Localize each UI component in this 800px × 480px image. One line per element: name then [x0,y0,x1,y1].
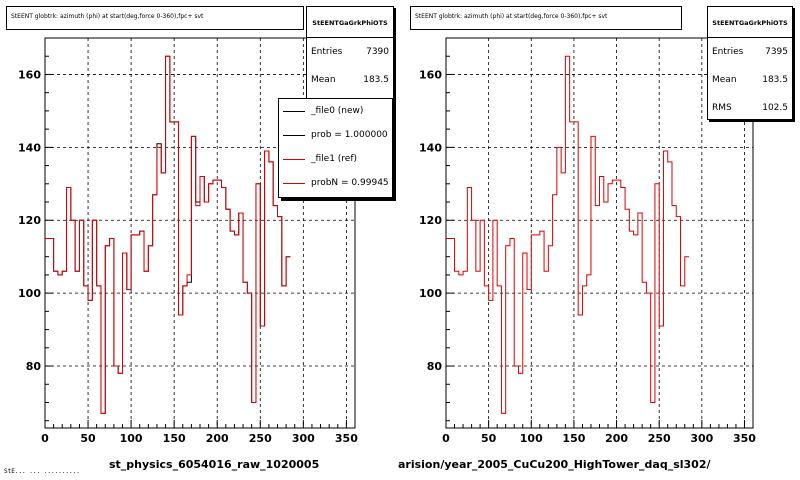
legend-label: prob = 1.000000 [311,130,388,140]
right-stats-box: StEENTGaGrkPhiOTS Entries 7395 Mean 183.… [707,6,793,120]
legend-swatch [283,182,305,184]
y-tick-label: 80 [427,360,443,373]
left-legend: _file0 (new) prob = 1.000000 _file1 (ref… [278,98,393,198]
right-stats-value: 7395 [765,47,788,57]
legend-swatch [283,158,305,160]
left-stats-value: 7390 [366,47,389,57]
x-tick-label: 250 [249,432,272,445]
y-tick-label: 80 [26,360,42,373]
y-tick-label: 140 [419,141,442,154]
right-stats-value: 102.5 [762,103,788,113]
series-line [45,55,291,414]
y-tick-label: 120 [419,214,442,227]
right-pad: 0 50 100 150 200 250 300 350 80 100 120 140 160 StEE… [398,0,800,480]
legend-entry-prob: prob = 1.000000 [279,123,392,147]
x-tick-label: 50 [481,432,497,445]
right-stats-name: StEENTGaGrkPhiOTS [708,7,792,38]
left-pad: 0 50 100 150 200 250 300 350 80 100 120 140 160 StEE… [4,6,394,475]
y-tick-label: 140 [18,141,41,154]
legend-swatch [283,134,305,136]
legend-swatch [283,110,305,112]
x-tick-label: 100 [520,432,543,445]
left-stats-name: StEENTGaGrkPhiOTS [307,7,393,38]
left-hist-title: StEENT globtrk: azimuth (phi) at start(d… [6,6,304,30]
x-tick-label: 250 [648,432,671,445]
series-line [446,55,690,414]
x-tick-label: 100 [120,432,143,445]
right-hist-title: StEENT globtrk: azimuth (phi) at start(d… [410,6,682,30]
x-tick-label: 300 [292,432,315,445]
y-tick-label: 160 [419,68,442,81]
right-stats-row-entries: Entries 7395 [708,38,792,66]
y-tick-label: 120 [18,214,41,227]
left-x-axis-title: st_physics_6054016_raw_1020005 [109,458,320,471]
right-x-axis-title: arision/year_2005_CuCu200_HighTower_daq_… [398,458,711,471]
right-stats-label: Entries [712,47,744,57]
y-tick-label: 160 [18,68,41,81]
x-tick-label: 300 [690,432,713,445]
left-stats-row-entries: Entries 7390 [307,38,393,66]
x-tick-label: 0 [41,432,49,445]
right-stats-row-rms: RMS 102.5 [708,94,792,122]
right-stats-label: Mean [712,75,737,85]
y-tick-label: 100 [419,287,442,300]
right-histogram-plot: 0 50 100 150 200 250 300 350 80 100 120 140 160 [419,37,756,445]
left-stats-label: Mean [311,75,336,85]
legend-label: _file1 (ref) [311,154,358,164]
x-tick-label: 150 [562,432,585,445]
legend-label: probN = 0.99945 [311,178,389,188]
legend-entry-probn: probN = 0.99945 [279,171,392,195]
legend-entry-file1: _file1 (ref) [279,147,392,171]
left-stats-value: 183.5 [363,75,389,85]
x-tick-label: 150 [163,432,186,445]
left-footer-text: StE... ... .......... [4,468,80,475]
x-tick-label: 350 [335,432,358,445]
x-tick-label: 0 [442,432,450,445]
left-stats-box: StEENTGaGrkPhiOTS Entries 7390 Mean 183.… [306,6,394,100]
right-stats-label: RMS [712,103,732,113]
right-stats-value: 183.5 [762,75,788,85]
right-stats-row-mean: Mean 183.5 [708,66,792,94]
y-tick-label: 100 [18,287,41,300]
x-tick-label: 200 [206,432,229,445]
legend-label: _file0 (new) [311,106,364,116]
x-tick-label: 200 [605,432,628,445]
legend-entry-file0: _file0 (new) [279,99,392,123]
x-tick-label: 50 [80,432,96,445]
x-tick-label: 350 [733,432,756,445]
left-stats-label: Entries [311,47,343,57]
left-stats-row-mean: Mean 183.5 [307,66,393,94]
